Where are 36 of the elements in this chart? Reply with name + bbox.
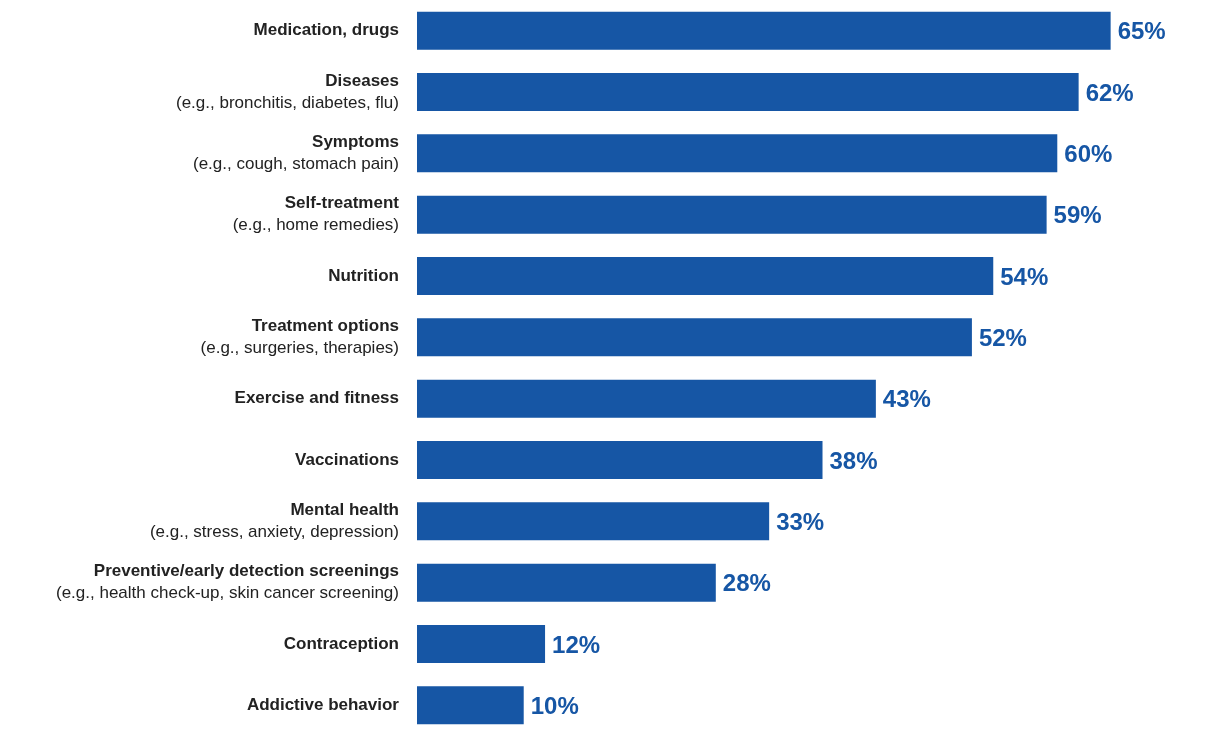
bar [417, 379, 876, 418]
data-label: 52% [978, 323, 1027, 351]
y-tick-label: Mental health (e.g., stress, anxiety, depression) [149, 500, 399, 542]
data-label: 59% [1053, 201, 1102, 229]
y-tick-label: Treatment options (e.g., surgeries, therapies) [200, 316, 399, 358]
y-tick-label: Preventive/early detection screenings (e.g., health check-up, skin cancer screening) [55, 561, 399, 603]
y-tick-label: Vaccinations [295, 449, 399, 469]
y-tick-label: Contraception [283, 633, 399, 653]
bar [417, 624, 546, 664]
y-tick-label: Diseases (e.g., bronchitis, diabetes, flu) [175, 70, 399, 112]
data-label: 10% [530, 691, 579, 719]
data-label: 43% [882, 385, 931, 413]
y-tick-label: Exercise and fitness [234, 388, 399, 408]
bar [417, 11, 1111, 50]
bar [417, 440, 823, 480]
bar [417, 686, 524, 725]
data-label: 54% [1000, 262, 1049, 290]
y-tick-label: Nutrition [328, 265, 399, 285]
data-label: 60% [1064, 139, 1113, 167]
y-tick-label: Symptoms (e.g., cough, stomach pain) [192, 132, 399, 174]
bar [417, 502, 770, 541]
bar [417, 563, 716, 602]
bar [417, 195, 1047, 234]
bar [417, 256, 994, 296]
data-label: 65% [1117, 17, 1166, 45]
bar [417, 72, 1079, 112]
data-label: 12% [552, 630, 601, 658]
y-tick-label: Medication, drugs [253, 20, 399, 40]
data-label: 38% [829, 446, 878, 474]
data-label: 28% [722, 569, 771, 597]
y-tick-label: Addictive behavior [246, 695, 400, 715]
data-label: 62% [1085, 78, 1134, 106]
bar [417, 318, 972, 357]
data-label: 33% [776, 507, 825, 535]
y-tick-label: Self-treatment (e.g., home remedies) [232, 193, 400, 235]
bar [417, 134, 1058, 173]
